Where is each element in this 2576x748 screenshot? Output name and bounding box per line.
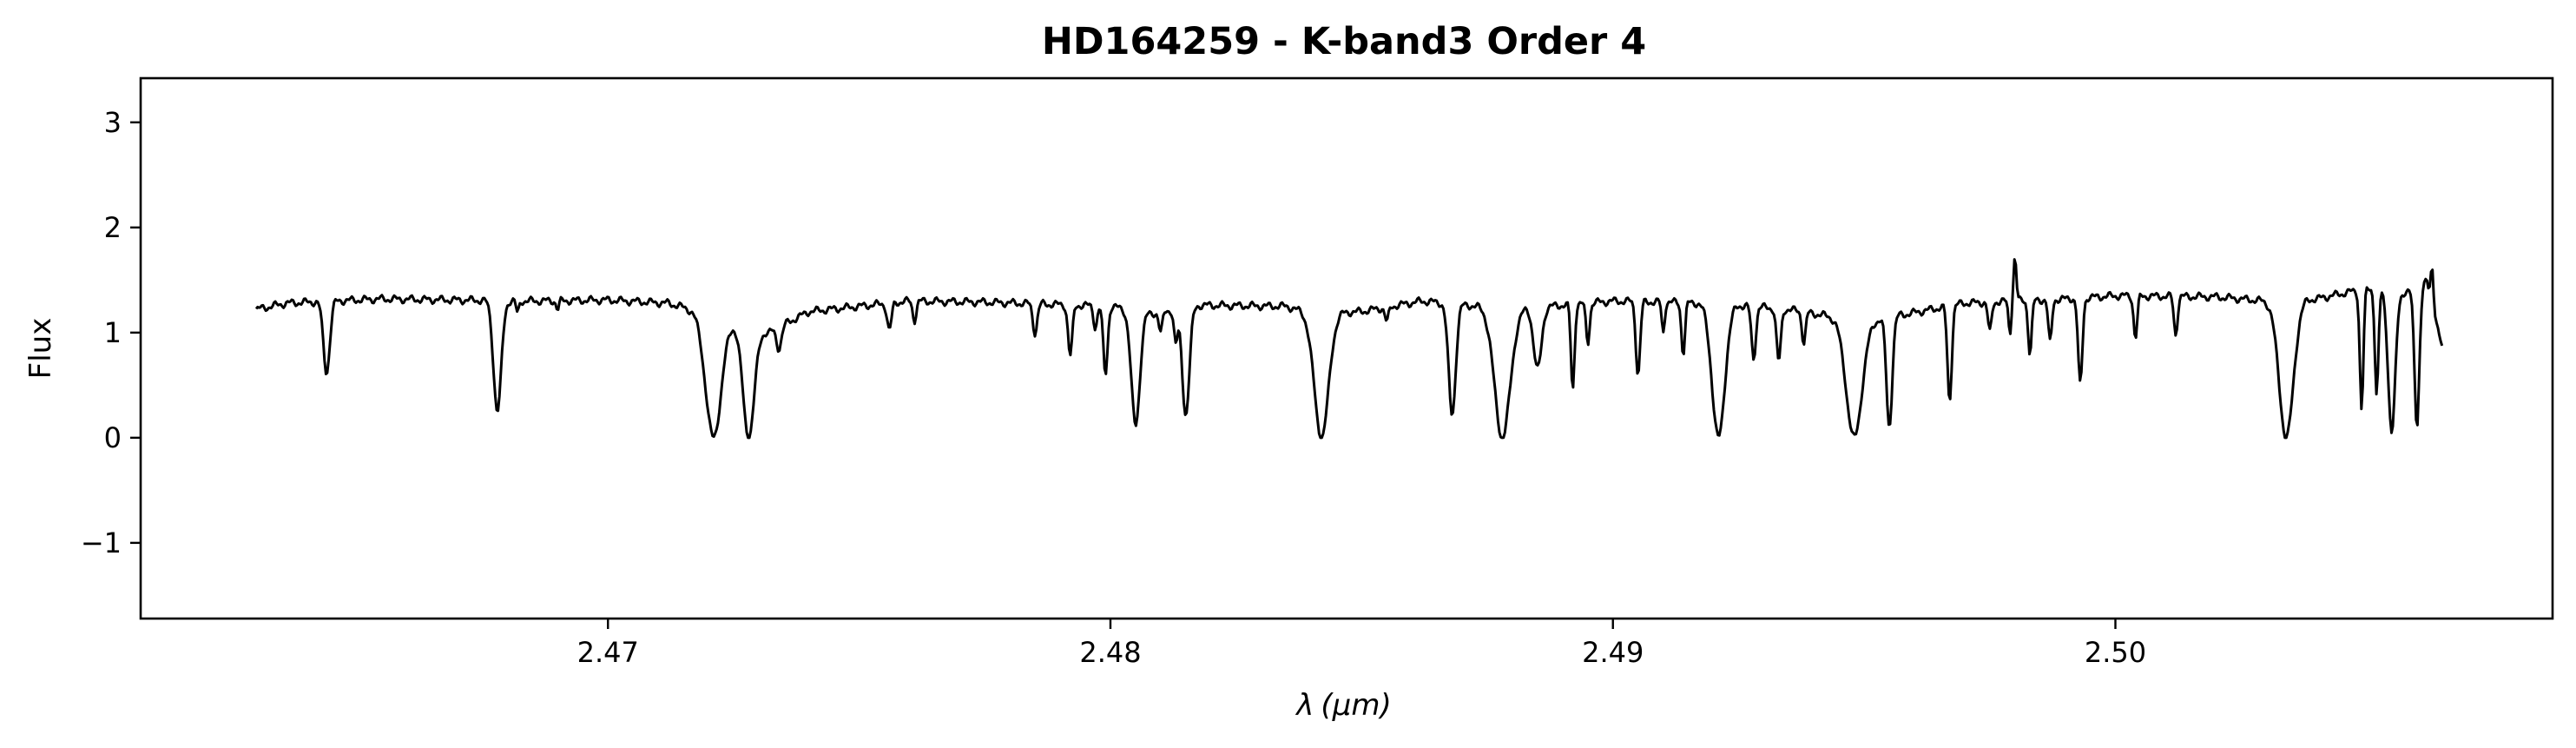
x-axis-symbol: λ [1295, 688, 1314, 723]
x-axis-unit: (μm) [1321, 688, 1391, 723]
chart-title: HD164259 - K-band3 Order 4 [1042, 20, 1646, 63]
x-tick-label: 2.49 [1582, 636, 1644, 669]
y-tick-label: 1 [104, 316, 122, 349]
y-tick-label: 2 [104, 211, 122, 244]
y-tick-label: 3 [104, 106, 122, 139]
y-axis-label: Flux [23, 318, 58, 380]
x-tick-label: 2.48 [1079, 636, 1141, 669]
x-tick-label: 2.47 [577, 636, 639, 669]
x-axis-ticks: 2.47 2.48 2.49 2.50 [577, 619, 2146, 669]
x-axis-label: λ (μm) [1295, 688, 1391, 723]
flux-series-line [254, 258, 2444, 440]
y-axis-ticks: 3 2 1 0 −1 [81, 106, 141, 559]
plot-area: 2.47 2.48 2.49 2.50 3 2 1 0 −1 [81, 76, 2554, 669]
x-tick-label: 2.50 [2085, 636, 2146, 669]
axes-frame [139, 76, 2554, 620]
y-tick-label: −1 [81, 526, 122, 559]
y-tick-label: 0 [104, 421, 122, 454]
